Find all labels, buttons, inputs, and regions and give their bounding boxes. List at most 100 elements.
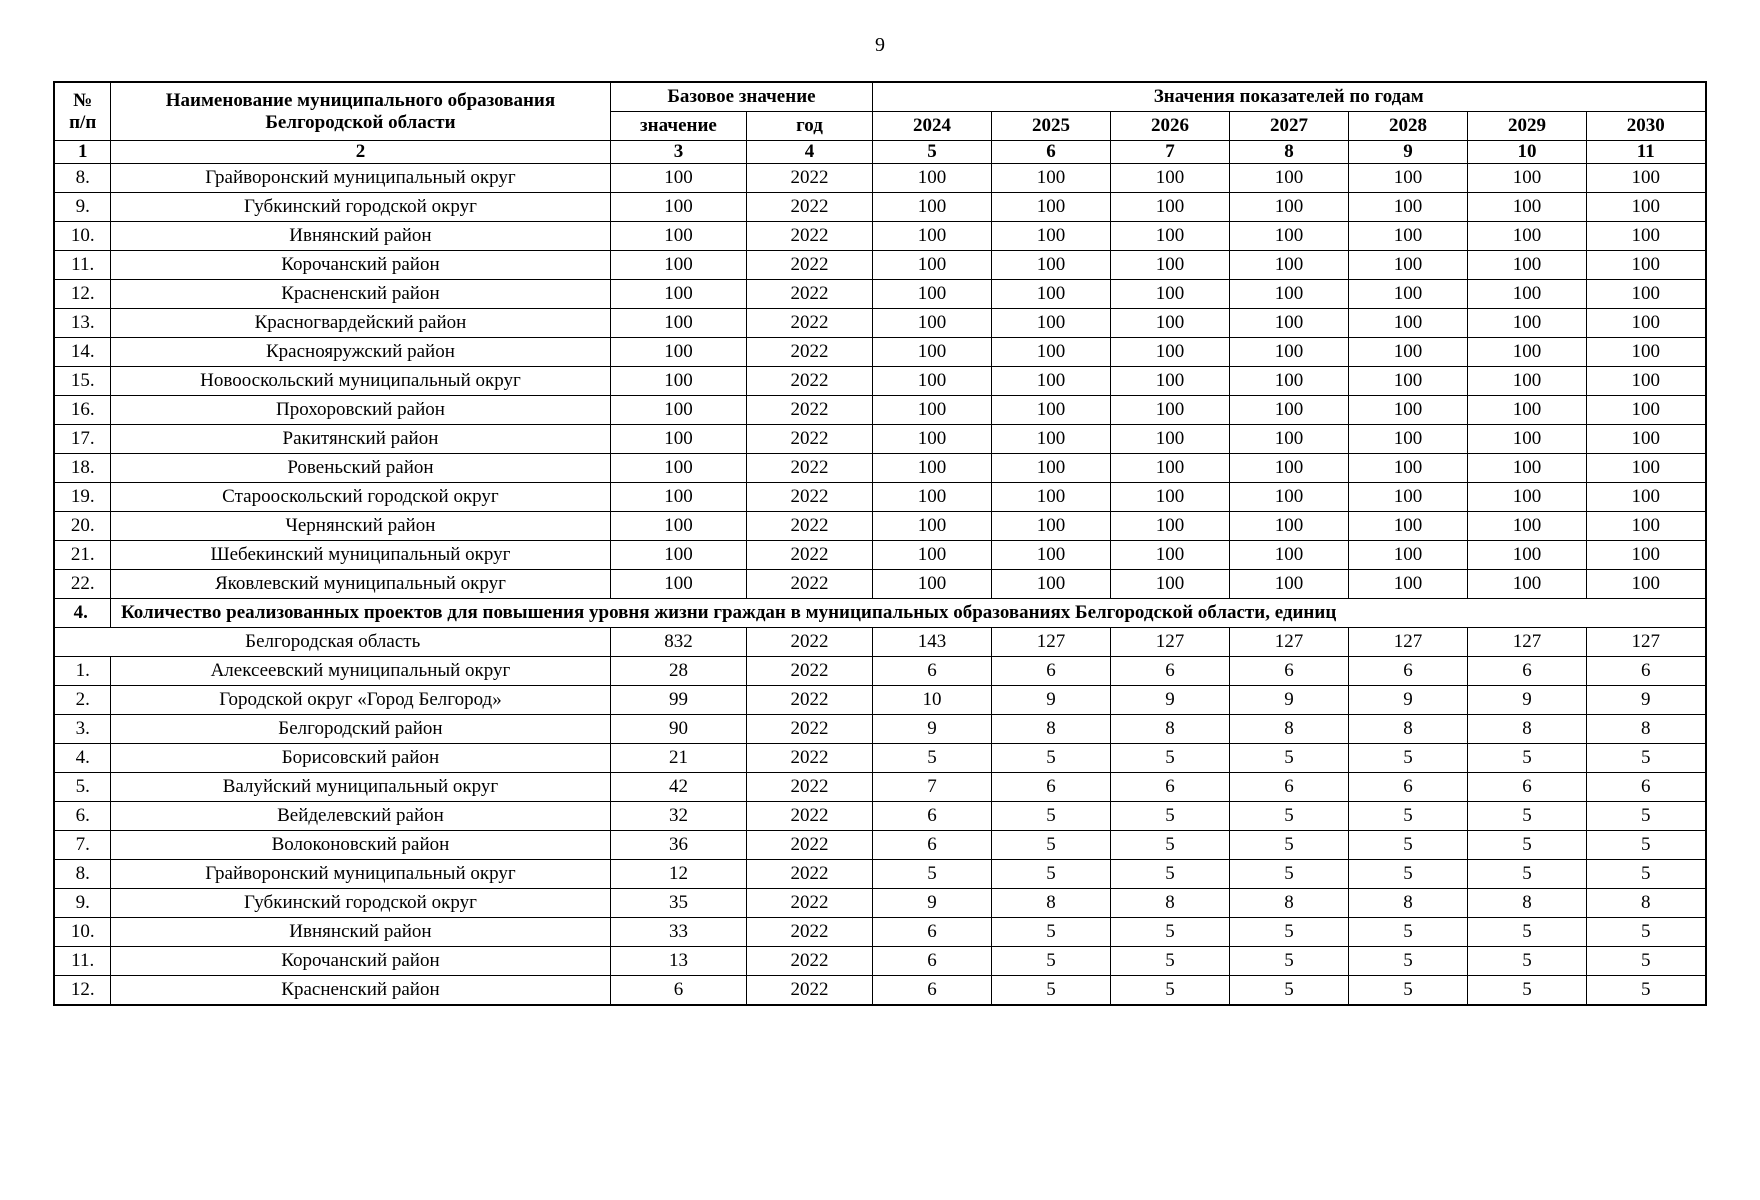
municipality-name-cell: Яковлевский муниципальный округ xyxy=(109,568,611,599)
year-value-cell: 100 xyxy=(1228,365,1349,396)
year-value-cell: 100 xyxy=(1585,423,1707,454)
year-value-cell: 100 xyxy=(990,481,1111,512)
row-number-cell: 6. xyxy=(53,800,111,831)
year-value-cell: 100 xyxy=(1466,510,1587,541)
year-value-cell: 100 xyxy=(990,278,1111,309)
year-value-cell: 100 xyxy=(871,307,992,338)
municipality-name-cell: Прохоровский район xyxy=(109,394,611,425)
col-header-year-2025: 2025 xyxy=(990,111,1111,141)
year-value-cell: 8 xyxy=(1585,887,1707,918)
year-value-cell: 100 xyxy=(1585,336,1707,367)
year-value-cell: 9 xyxy=(871,713,992,744)
table-row: 10. Ивнянский район 33 2022 6 5 5 5 5 5 5 xyxy=(53,916,1707,947)
base-value-cell: 13 xyxy=(609,945,747,976)
year-value-cell: 5 xyxy=(1109,945,1230,976)
col-index-9: 9 xyxy=(1347,140,1468,164)
municipality-name-cell: Грайворонский муниципальный округ xyxy=(109,162,611,193)
year-value-cell: 6 xyxy=(1347,655,1468,686)
year-value-cell: 6 xyxy=(990,771,1111,802)
year-value-cell: 100 xyxy=(1466,278,1587,309)
year-value-cell: 100 xyxy=(1109,481,1230,512)
year-value-cell: 100 xyxy=(1466,481,1587,512)
year-value-cell: 5 xyxy=(871,858,992,889)
row-number-cell: 15. xyxy=(53,365,111,396)
year-value-cell: 100 xyxy=(1347,336,1468,367)
year-value-cell: 5 xyxy=(1347,800,1468,831)
row-number-cell: 18. xyxy=(53,452,111,483)
year-value-cell: 100 xyxy=(1347,452,1468,483)
table-row: 14. Краснояружский район 100 2022 100 100 100 1… xyxy=(53,336,1707,367)
year-value-cell: 6 xyxy=(871,829,992,860)
year-value-cell: 100 xyxy=(1347,481,1468,512)
base-year-cell: 2022 xyxy=(745,916,873,947)
year-value-cell: 100 xyxy=(1466,220,1587,251)
col-index-1: 1 xyxy=(53,140,111,164)
base-year-cell: 2022 xyxy=(745,394,873,425)
base-value-cell: 6 xyxy=(609,974,747,1006)
table-row: 16. Прохоровский район 100 2022 100 100 100 100… xyxy=(53,394,1707,425)
municipality-name-cell: Губкинский городской округ xyxy=(109,191,611,222)
municipality-name-cell: Красненский район xyxy=(109,974,611,1006)
year-value-cell: 5 xyxy=(1347,742,1468,773)
municipality-name-cell: Корочанский район xyxy=(109,249,611,280)
col-index-5: 5 xyxy=(871,140,992,164)
year-value-cell: 5 xyxy=(1228,945,1349,976)
base-year-cell: 2022 xyxy=(745,568,873,599)
region-name-cell: Белгородская область xyxy=(53,626,611,657)
table-row: 9. Губкинский городской округ 100 2022 100 10… xyxy=(53,191,1707,222)
base-value-cell: 100 xyxy=(609,162,747,193)
year-value-cell: 100 xyxy=(1466,191,1587,222)
year-value-cell: 100 xyxy=(1347,162,1468,193)
year-value-cell: 100 xyxy=(1109,278,1230,309)
year-value-cell: 100 xyxy=(1109,307,1230,338)
col-index-6: 6 xyxy=(990,140,1111,164)
year-value-cell: 6 xyxy=(871,974,992,1006)
row-number-cell: 12. xyxy=(53,278,111,309)
row-number-cell: 14. xyxy=(53,336,111,367)
year-value-cell: 100 xyxy=(871,220,992,251)
base-value-cell: 35 xyxy=(609,887,747,918)
year-value-cell: 5 xyxy=(1466,858,1587,889)
year-value-cell: 6 xyxy=(871,800,992,831)
row-number-cell: 11. xyxy=(53,945,111,976)
col-header-year-2024: 2024 xyxy=(871,111,992,141)
year-value-cell: 100 xyxy=(871,249,992,280)
table-row: 12. Красненский район 100 2022 100 100 100 100 1… xyxy=(53,278,1707,309)
municipality-name-cell: Старооскольский городской округ xyxy=(109,481,611,512)
year-value-cell: 5 xyxy=(1109,974,1230,1006)
row-number-cell: 3. xyxy=(53,713,111,744)
year-value-cell: 100 xyxy=(990,249,1111,280)
year-value-cell: 8 xyxy=(990,713,1111,744)
page-number: 9 xyxy=(875,34,885,56)
municipality-name-cell: Краснояружский район xyxy=(109,336,611,367)
year-value-cell: 5 xyxy=(1466,742,1587,773)
section-number-cell: 4. xyxy=(53,597,111,628)
year-value-cell: 100 xyxy=(1466,336,1587,367)
year-value-cell: 100 xyxy=(1109,162,1230,193)
year-value-cell: 100 xyxy=(990,394,1111,425)
col-header-name: Наименование муниципального образования … xyxy=(109,81,611,141)
year-value-cell: 100 xyxy=(1347,510,1468,541)
year-value-cell: 6 xyxy=(1585,655,1707,686)
municipality-name-cell: Валуйский муниципальный округ xyxy=(109,771,611,802)
year-value-cell: 100 xyxy=(1228,249,1349,280)
year-value-cell: 100 xyxy=(1228,278,1349,309)
row-number-cell: 10. xyxy=(53,220,111,251)
year-value-cell: 5 xyxy=(1347,945,1468,976)
col-index-10: 10 xyxy=(1466,140,1587,164)
year-value-cell: 100 xyxy=(990,365,1111,396)
year-value-cell: 100 xyxy=(1228,452,1349,483)
year-value-cell: 5 xyxy=(1585,945,1707,976)
year-value-cell: 5 xyxy=(1585,800,1707,831)
row-number-cell: 13. xyxy=(53,307,111,338)
year-value-cell: 127 xyxy=(990,626,1111,657)
year-value-cell: 100 xyxy=(871,481,992,512)
year-value-cell: 5 xyxy=(1347,858,1468,889)
col-header-year-2026: 2026 xyxy=(1109,111,1230,141)
year-value-cell: 100 xyxy=(1466,249,1587,280)
base-year-cell: 2022 xyxy=(745,945,873,976)
table-row: 21. Шебекинский муниципальный округ 100 202… xyxy=(53,539,1707,570)
base-value-cell: 100 xyxy=(609,191,747,222)
year-value-cell: 5 xyxy=(1109,829,1230,860)
